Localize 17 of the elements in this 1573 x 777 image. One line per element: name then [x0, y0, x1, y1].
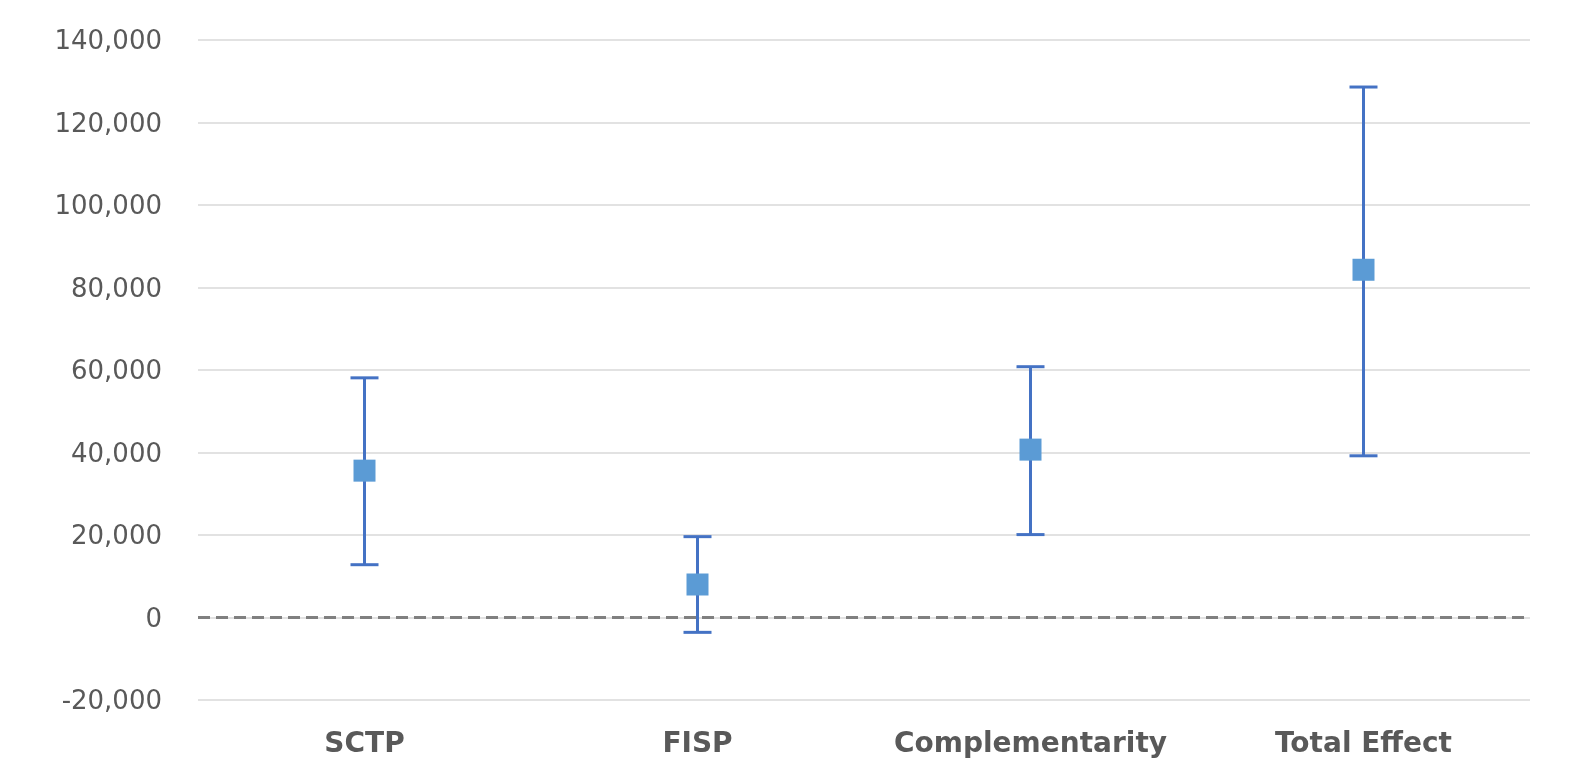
- point: [686, 573, 709, 596]
- y-tick-label: 80,000: [71, 272, 162, 303]
- y-tick-label: 40,000: [71, 437, 162, 468]
- y-tick-label: 0: [145, 602, 162, 633]
- x-tick-label: Complementarity: [893, 725, 1168, 759]
- y-tick-label: 100,000: [54, 190, 162, 220]
- y-tick-label: -20,000: [61, 685, 162, 715]
- point: [1352, 258, 1375, 281]
- x-tick-label: Total Effect: [1274, 725, 1453, 759]
- y-tick-label: 120,000: [54, 107, 162, 138]
- point: [1019, 438, 1042, 461]
- y-tick-label: 60,000: [71, 355, 162, 385]
- point: [353, 459, 376, 482]
- y-tick-label: 20,000: [71, 520, 162, 550]
- x-tick-label: FISP: [662, 725, 733, 759]
- x-tick-label: SCTP: [324, 725, 405, 759]
- y-tick-label: 140,000: [54, 25, 162, 55]
